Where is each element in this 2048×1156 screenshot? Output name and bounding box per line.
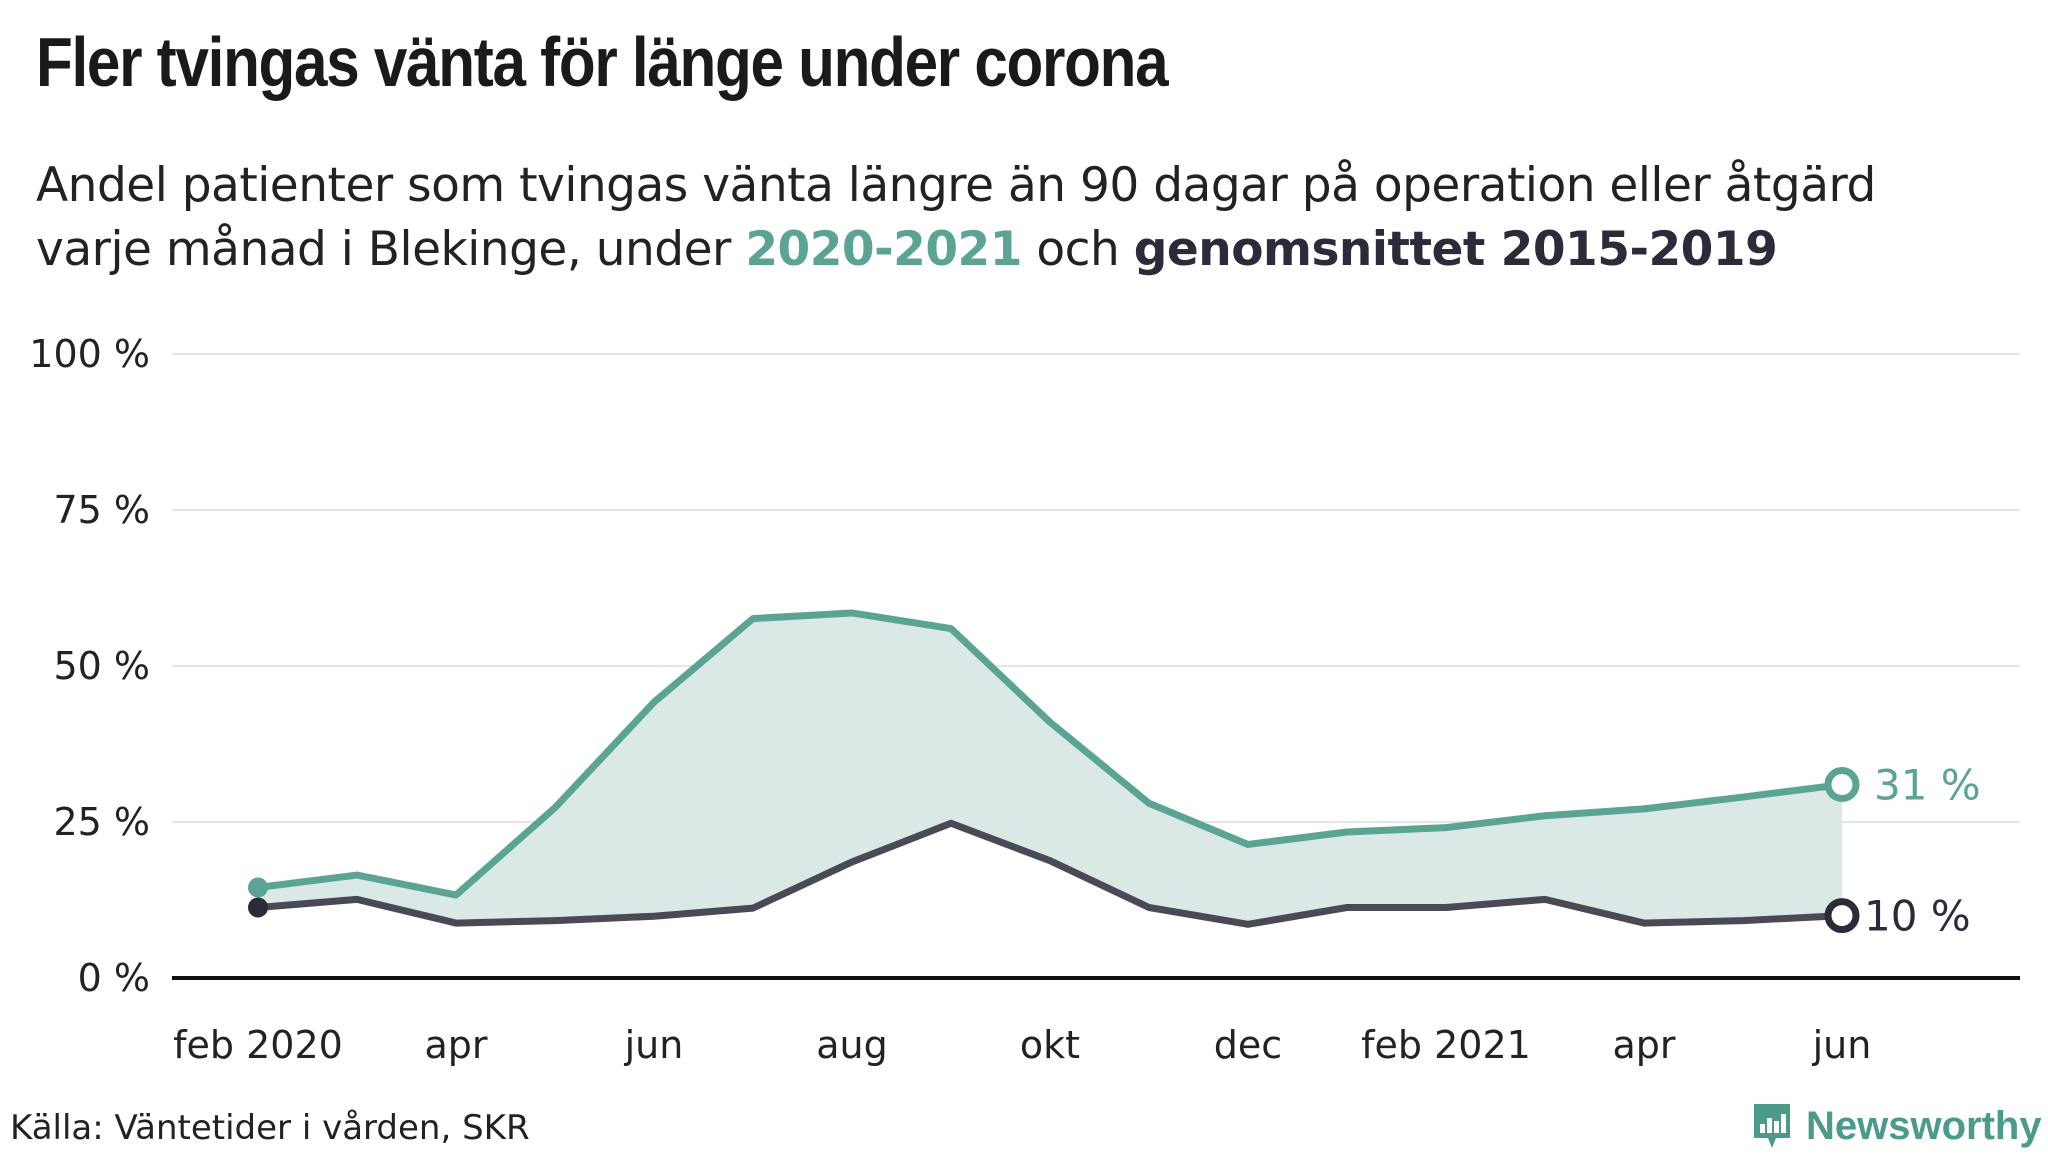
x-axis-labels: feb 2020 apr jun aug okt dec feb 2021 apr jun [173, 1023, 1871, 1067]
x-tick-label: okt [1020, 1023, 1080, 1067]
x-tick-label: aug [816, 1023, 888, 1067]
subtitle-highlight-average: genomsnittet 2015-2019 [1133, 222, 1778, 277]
difference-area [258, 612, 1842, 925]
start-marker-2020-2021 [248, 877, 268, 898]
y-tick-label: 100 % [29, 332, 150, 376]
series-line-average [257, 819, 1843, 928]
x-tick-label: jun [624, 1023, 684, 1067]
series-lines [257, 609, 1843, 928]
subtitle-connector: och [1021, 222, 1134, 277]
newsworthy-logo-icon [1754, 1104, 1790, 1148]
end-label-2020-2021: 31 % [1874, 761, 1981, 810]
series-line-2020-2021 [257, 609, 1843, 899]
end-label-average: 10 % [1864, 892, 1971, 941]
x-tick-label: feb 2021 [1361, 1023, 1531, 1067]
series-markers [248, 767, 1860, 934]
brand-name: Newsworthy [1806, 1103, 2042, 1148]
start-marker-average [248, 897, 268, 918]
grid-lines [172, 353, 2020, 823]
brand-logo: Newsworthy [1750, 1096, 2042, 1156]
subtitle-line-1: Andel patienter som tvingas vänta längre… [36, 158, 1876, 213]
x-tick-label: feb 2020 [173, 1023, 343, 1067]
chart-title: Fler tvingas vänta för länge under coron… [36, 23, 1169, 101]
y-tick-label: 50 % [53, 644, 150, 688]
y-tick-label: 0 % [78, 956, 150, 1000]
chart-subtitle: Andel patienter som tvingas vänta längre… [36, 154, 2036, 282]
x-tick-label: dec [1214, 1023, 1282, 1067]
x-tick-label: apr [424, 1023, 487, 1067]
subtitle-line-2-prefix: varje månad i Blekinge, under [36, 222, 746, 277]
end-marker-2020-2021 [1824, 767, 1860, 803]
y-tick-label: 75 % [53, 488, 150, 532]
end-labels: 31 % 10 % [1864, 761, 1981, 941]
end-marker-average [1824, 898, 1860, 934]
subtitle-highlight-2020-2021: 2020-2021 [745, 222, 1022, 277]
source-note: Källa: Väntetider i vården, SKR [10, 1108, 530, 1148]
y-tick-label: 25 % [53, 800, 150, 844]
x-tick-label: apr [1612, 1023, 1675, 1067]
y-axis-labels: 0 % 25 % 50 % 75 % 100 % [29, 332, 150, 1000]
x-tick-label: jun [1812, 1023, 1872, 1067]
